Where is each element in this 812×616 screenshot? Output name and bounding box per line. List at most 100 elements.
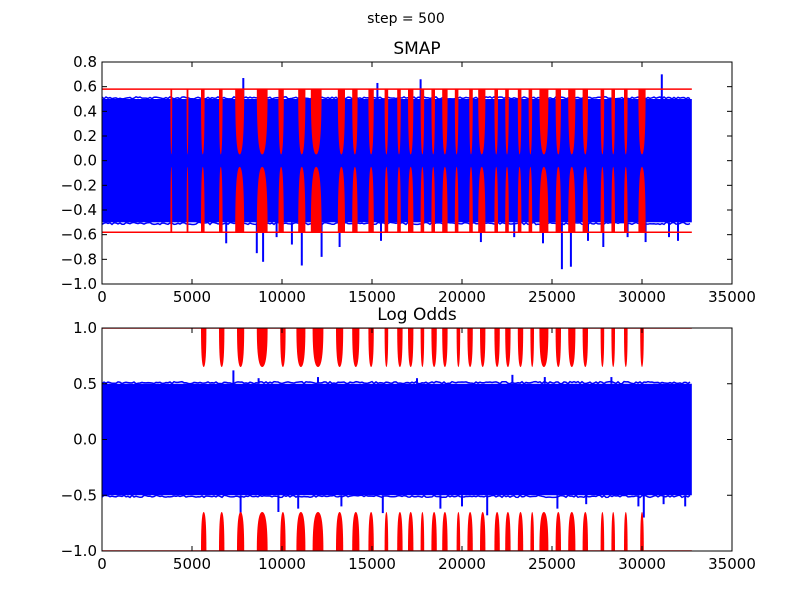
flagged-burst-lower bbox=[640, 511, 644, 551]
y-tick-label: 1.0 bbox=[73, 319, 97, 337]
flagged-burst-lower bbox=[517, 511, 524, 551]
flagged-burst-lower bbox=[494, 511, 500, 551]
x-tick-label: 0 bbox=[97, 288, 107, 306]
flagged-burst-lower bbox=[337, 166, 345, 233]
flagged-burst-upper bbox=[256, 89, 268, 155]
x-tick-label: 15000 bbox=[348, 288, 396, 306]
flagged-burst-upper bbox=[600, 328, 605, 368]
flagged-burst-upper bbox=[431, 89, 435, 155]
x-tick-label: 25000 bbox=[528, 288, 576, 306]
flagged-burst-upper bbox=[624, 328, 628, 368]
flagged-burst-lower bbox=[555, 511, 561, 551]
flagged-burst-lower bbox=[408, 166, 414, 233]
flagged-burst-upper bbox=[582, 89, 588, 155]
flagged-burst-upper bbox=[638, 89, 646, 155]
flagged-burst-upper bbox=[278, 89, 284, 155]
flagged-burst-lower bbox=[600, 511, 605, 551]
flagged-burst-upper bbox=[384, 328, 389, 368]
y-tick-label: −1.0 bbox=[61, 542, 97, 560]
flagged-burst-lower bbox=[568, 166, 576, 233]
flagged-burst-upper bbox=[517, 89, 522, 155]
flagged-burst-upper bbox=[256, 328, 268, 368]
flagged-burst-upper bbox=[408, 89, 414, 155]
flagged-burst-upper bbox=[352, 328, 360, 368]
flagged-burst-lower bbox=[539, 511, 549, 551]
flagged-burst-upper bbox=[505, 89, 509, 155]
x-tick-label: 35000 bbox=[708, 555, 756, 573]
flagged-burst-lower bbox=[296, 511, 306, 551]
signal-upper-edge bbox=[102, 95, 691, 100]
flagged-burst-upper bbox=[568, 328, 576, 368]
flagged-burst-lower bbox=[555, 166, 561, 233]
flagged-burst-lower bbox=[624, 511, 628, 551]
flagged-burst-upper bbox=[640, 328, 644, 368]
flagged-burst-lower bbox=[368, 511, 374, 551]
flagged-burst-upper bbox=[505, 328, 511, 368]
flagged-burst-upper bbox=[494, 328, 500, 368]
flagged-burst-lower bbox=[568, 511, 576, 551]
flagged-burst-lower bbox=[237, 511, 245, 551]
flagged-burst-lower bbox=[431, 511, 437, 551]
flagged-burst-lower bbox=[442, 166, 448, 233]
flagged-burst-lower bbox=[397, 166, 401, 233]
flagged-burst-upper bbox=[431, 328, 437, 368]
panel-title: Log Odds bbox=[377, 305, 457, 325]
flagged-burst-upper bbox=[454, 89, 459, 155]
plot-area bbox=[102, 74, 692, 270]
flagged-burst-upper bbox=[528, 89, 533, 155]
signal-lower-edge bbox=[102, 221, 691, 226]
flagged-burst-lower bbox=[420, 166, 425, 233]
figure-suptitle: step = 500 bbox=[367, 11, 445, 27]
flagged-burst-upper bbox=[568, 89, 576, 155]
signal-upper-edge bbox=[102, 380, 691, 385]
flagged-burst-lower bbox=[442, 511, 448, 551]
y-tick-label: 0.0 bbox=[73, 431, 97, 449]
flagged-burst-upper bbox=[368, 328, 374, 368]
y-tick-label: 0.4 bbox=[73, 102, 97, 120]
flagged-burst-lower bbox=[480, 511, 486, 551]
flagged-burst-upper bbox=[235, 89, 245, 155]
flagged-burst-upper bbox=[611, 328, 615, 368]
y-tick-label: −0.5 bbox=[61, 486, 97, 504]
flagged-burst-upper bbox=[219, 89, 223, 155]
flagged-burst-lower bbox=[219, 166, 223, 233]
axes-frame bbox=[101, 61, 733, 285]
flagged-burst-lower bbox=[467, 511, 473, 551]
signal-band bbox=[102, 383, 692, 496]
smap-panel: 0 5000 10000 15000 20000 25000 30000 35000 0.8 0.… bbox=[61, 39, 756, 306]
flagged-burst-upper bbox=[582, 328, 588, 368]
plot-area bbox=[102, 328, 692, 551]
flagged-burst-upper bbox=[539, 328, 549, 368]
signal-lower-edge bbox=[102, 494, 691, 499]
flagged-burst-lower bbox=[528, 166, 533, 233]
flagged-burst-lower bbox=[530, 511, 534, 551]
flagged-burst-upper bbox=[624, 89, 628, 155]
flagged-burst-lower bbox=[256, 166, 268, 233]
flagged-burst-upper bbox=[397, 89, 401, 155]
y-tick-label: 0.6 bbox=[73, 78, 97, 96]
flagged-burst-lower bbox=[384, 166, 389, 233]
flagged-burst-upper bbox=[420, 89, 425, 155]
flagged-burst-lower bbox=[420, 511, 425, 551]
flagged-burst-lower bbox=[611, 166, 615, 233]
flagged-burst-lower bbox=[170, 166, 173, 233]
flagged-burst-lower bbox=[384, 511, 389, 551]
flagged-burst-upper bbox=[280, 328, 286, 368]
flagged-burst-upper bbox=[352, 89, 358, 155]
flagged-burst-upper bbox=[397, 328, 403, 368]
flagged-burst-upper bbox=[298, 89, 306, 155]
log-odds-panel: 0 5000 10000 15000 20000 25000 30000 35000 1.0 0.… bbox=[61, 305, 756, 573]
flagged-burst-upper bbox=[337, 89, 345, 155]
flagged-burst-lower bbox=[201, 511, 207, 551]
flagged-burst-upper bbox=[555, 89, 561, 155]
flagged-burst-lower bbox=[336, 511, 344, 551]
flagged-burst-upper bbox=[201, 89, 205, 155]
flagged-burst-upper bbox=[296, 328, 306, 368]
flagged-burst-upper bbox=[469, 89, 473, 155]
x-tick-label: 30000 bbox=[618, 555, 666, 573]
flagged-burst-lower bbox=[298, 166, 306, 233]
x-tick-label: 5000 bbox=[173, 555, 211, 573]
flagged-burst-lower bbox=[201, 166, 205, 233]
flagged-burst-lower bbox=[352, 511, 360, 551]
